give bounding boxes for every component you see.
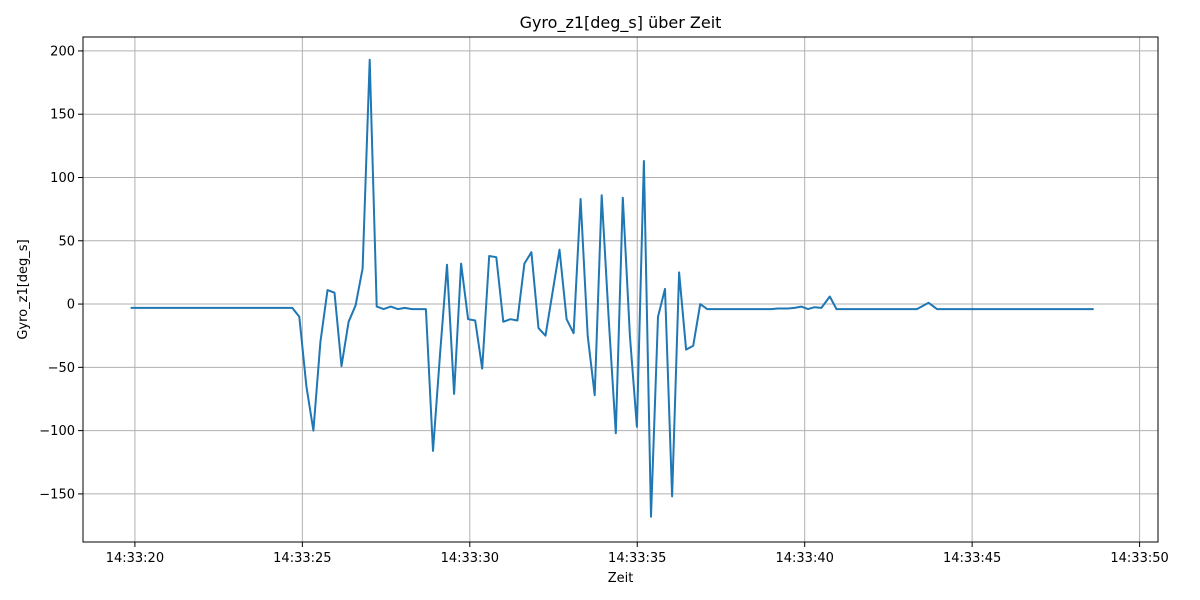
y-tick-label: −50 [48,361,75,376]
y-tick-label: 100 [50,171,75,186]
x-tick-label: 14:33:45 [943,551,1001,566]
x-tick-label: 14:33:35 [608,551,666,566]
series-line [130,58,1094,518]
x-tick-label: 14:33:20 [106,551,164,566]
y-axis-title: Gyro_z1[deg_s] [16,239,31,339]
x-tick-label: 14:33:25 [273,551,331,566]
y-tick-label: 50 [58,234,75,249]
x-tick-label: 14:33:40 [775,551,833,566]
y-tick-label: 200 [50,44,75,59]
series-layer [130,58,1094,518]
y-tick-label: −150 [39,487,75,502]
y-tick-label: 150 [50,108,75,123]
x-axis-title: Zeit [608,571,634,586]
x-tick-label: 14:33:30 [441,551,499,566]
grid-layer [83,37,1158,542]
chart-title: Gyro_z1[deg_s] über Zeit [520,13,722,33]
plot-frame [82,36,1159,543]
y-tick-label: 0 [67,298,75,313]
x-tick-label: 14:33:50 [1110,551,1168,566]
tick-layer: 14:33:20 14:33:25 14:33:30 14:33:35 14:33:40… [39,44,1168,566]
y-tick-label: −100 [39,424,75,439]
